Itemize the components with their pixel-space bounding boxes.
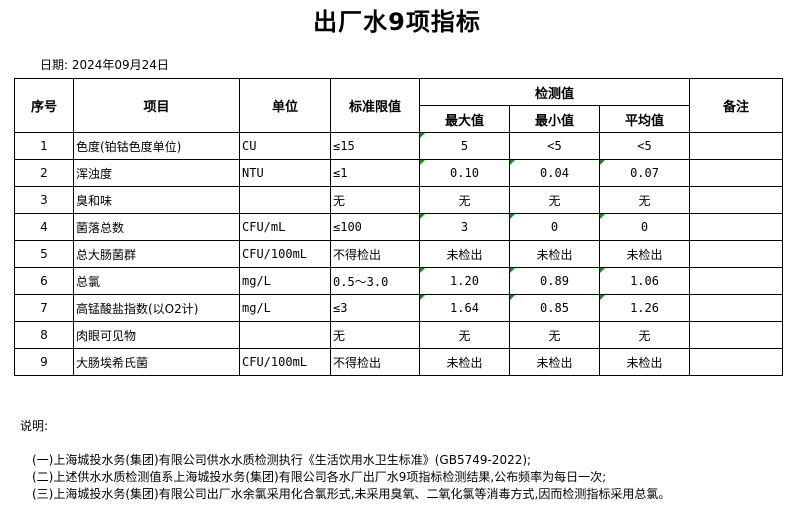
cell-limit: ≤15 — [330, 132, 420, 160]
cell-max: 1.20 — [419, 267, 510, 295]
cell-avg: 1.26 — [598, 294, 691, 322]
header-avg: 平均值 — [598, 105, 691, 133]
cell-unit: mg/L — [239, 294, 331, 322]
cell-unit: mg/L — [239, 267, 331, 295]
cell-unit: CFU/100mL — [239, 240, 331, 268]
cell-item: 肉眼可见物 — [73, 321, 240, 349]
table-row: 3 臭和味无无无无 — [14, 186, 784, 214]
header-remark: 备注 — [689, 78, 784, 133]
table-row: 5 总大肠菌群 CFU/100mL 不得检出 未检出 未检出 未检出 — [14, 240, 784, 268]
header-seq: 序号 — [14, 78, 74, 133]
cell-min: 无 — [509, 186, 600, 214]
header-measured: 检测值 — [418, 78, 691, 106]
cell-remark — [689, 159, 784, 187]
cell-remark — [689, 132, 784, 160]
cell-seq: 9 — [14, 348, 74, 376]
cell-limit: ≤100 — [330, 213, 420, 241]
cell-seq: 1 — [14, 132, 74, 160]
cell-avg: 无 — [598, 321, 691, 349]
cell-max: 未检出 — [419, 240, 510, 268]
cell-avg: 无 — [598, 186, 691, 214]
cell-min: 0 — [509, 213, 600, 241]
cell-min: <5 — [509, 132, 600, 160]
cell-avg: 未检出 — [598, 348, 691, 376]
cell-limit: ≤1 — [330, 159, 420, 187]
cell-remark — [689, 186, 784, 214]
cell-avg: 未检出 — [598, 240, 691, 268]
cell-item: 菌落总数 — [73, 213, 240, 241]
header-limit: 标准限值 — [330, 78, 420, 133]
cell-seq: 2 — [14, 159, 74, 187]
table-row: 8 肉眼可见物无无无无 — [14, 321, 784, 349]
cell-avg: 1.06 — [598, 267, 691, 295]
note-item: (二)上述供水水质检测值系上海城投水务(集团)有限公司各水厂出厂水9项指标检测结… — [32, 470, 607, 484]
header-min: 最小值 — [509, 105, 600, 133]
note-item: (一)上海城投水务(集团)有限公司供水水质检测执行《生活饮用水卫生标准》(GB5… — [32, 453, 532, 467]
cell-limit: 0.5～3.0 — [330, 267, 420, 295]
cell-max: 3 — [419, 213, 510, 241]
cell-item: 臭和味 — [73, 186, 240, 214]
cell-item: 大肠埃希氏菌 — [73, 348, 240, 376]
cell-remark — [689, 240, 784, 268]
cell-remark — [689, 321, 784, 349]
cell-item: 高锰酸盐指数(以O2计) — [73, 294, 240, 322]
cell-remark — [689, 348, 784, 376]
cell-max: 0.10 — [419, 159, 510, 187]
cell-remark — [689, 294, 784, 322]
cell-item: 总大肠菌群 — [73, 240, 240, 268]
cell-min: 无 — [509, 321, 600, 349]
table-row: 9 大肠埃希氏菌 CFU/100mL 不得检出 未检出 未检出 未检出 — [14, 348, 784, 376]
cell-limit: 不得检出 — [330, 240, 420, 268]
cell-min: 未检出 — [509, 240, 600, 268]
table-row: 1 色度(铂钴色度单位) CU ≤15 5 <5 <5 — [14, 132, 784, 160]
table-row: 6 总氯 mg/L 0.5～3.0 1.20 0.89 1.06 — [14, 267, 784, 295]
cell-min: 0.89 — [509, 267, 600, 295]
cell-seq: 8 — [14, 321, 74, 349]
cell-avg: 0 — [598, 213, 691, 241]
report-date: 日期: 2024年09月24日 — [40, 58, 169, 72]
cell-min: 0.85 — [509, 294, 600, 322]
cell-item: 色度(铂钴色度单位) — [73, 132, 240, 160]
cell-remark — [689, 267, 784, 295]
cell-min: 0.04 — [509, 159, 600, 187]
cell-unit — [239, 186, 331, 214]
table-row: 7 高锰酸盐指数(以O2计) mg/L ≤3 1.64 0.85 1.26 — [14, 294, 784, 322]
cell-limit: 无 — [330, 321, 420, 349]
cell-seq: 6 — [14, 267, 74, 295]
cell-avg: 0.07 — [598, 159, 691, 187]
cell-max: 5 — [419, 132, 510, 160]
cell-seq: 3 — [14, 186, 74, 214]
cell-item: 浑浊度 — [73, 159, 240, 187]
table-row: 2 浑浊度 NTU ≤1 0.10 0.04 0.07 — [14, 159, 784, 187]
cell-unit: CFU/mL — [239, 213, 331, 241]
cell-max: 无 — [419, 321, 510, 349]
cell-avg: <5 — [598, 132, 691, 160]
header-unit: 单位 — [239, 78, 331, 133]
cell-max: 未检出 — [419, 348, 510, 376]
header-max: 最大值 — [419, 105, 510, 133]
note-item: (三)上海城投水务(集团)有限公司出厂水余氯采用化合氯形式,未采用臭氧、二氧化氯… — [32, 487, 671, 501]
cell-seq: 7 — [14, 294, 74, 322]
cell-limit: 不得检出 — [330, 348, 420, 376]
cell-limit: 无 — [330, 186, 420, 214]
page-title: 出厂水9项指标 — [313, 8, 481, 36]
notes-heading: 说明: — [20, 419, 49, 433]
cell-unit: CU — [239, 132, 331, 160]
cell-limit: ≤3 — [330, 294, 420, 322]
cell-max: 1.64 — [419, 294, 510, 322]
water-quality-table: 序号 项目 单位 标准限值 检测值 备注 最大值 最小值 平均值 1 色度(铂钴色… — [14, 78, 784, 376]
notes: 说明: (一)上海城投水务(集团)有限公司供水水质检测执行《生活饮用水卫生标准》… — [20, 418, 670, 503]
cell-unit — [239, 321, 331, 349]
cell-min: 未检出 — [509, 348, 600, 376]
cell-unit: CFU/100mL — [239, 348, 331, 376]
header-item: 项目 — [73, 78, 240, 133]
cell-item: 总氯 — [73, 267, 240, 295]
cell-seq: 5 — [14, 240, 74, 268]
cell-seq: 4 — [14, 213, 74, 241]
table-row: 4 菌落总数 CFU/mL ≤100 3 0 0 — [14, 213, 784, 241]
cell-max: 无 — [419, 186, 510, 214]
cell-unit: NTU — [239, 159, 331, 187]
cell-remark — [689, 213, 784, 241]
